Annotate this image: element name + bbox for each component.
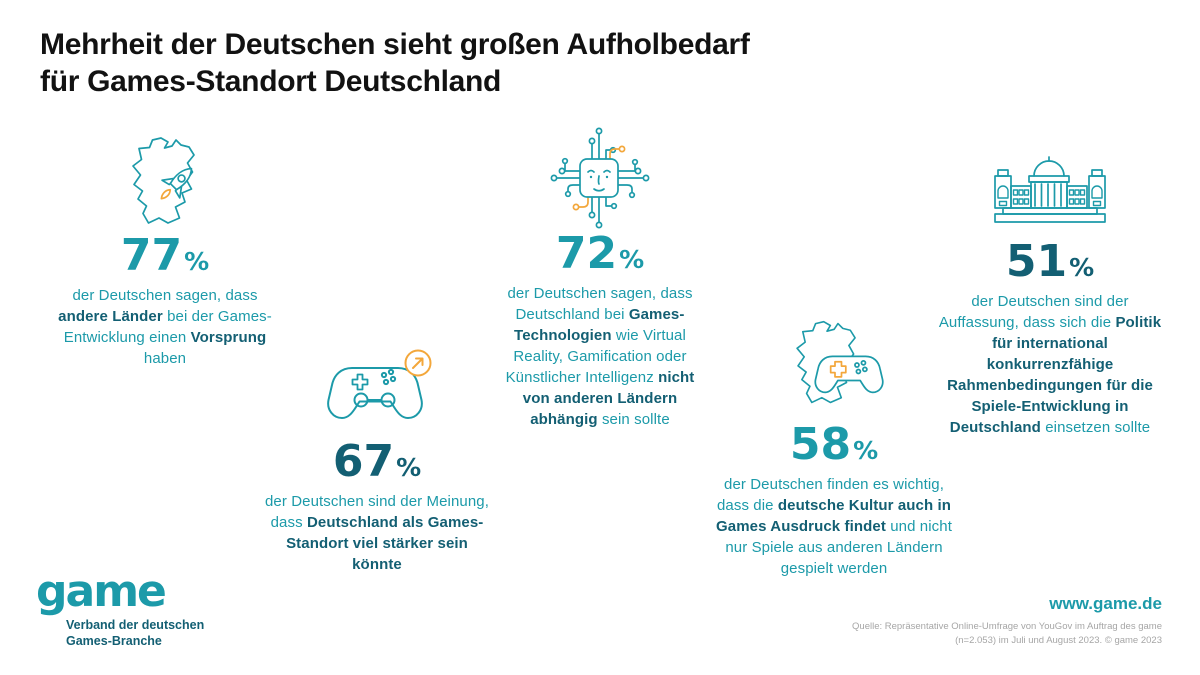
stat-description: der Deutschen finden es wichtig, dass di… bbox=[716, 475, 952, 577]
game-logo: game Verband der deutschen Games-Branche bbox=[36, 570, 204, 650]
stat-value: 58% bbox=[696, 421, 972, 469]
stat-description: der Deutschen sagen, dass andere Länder … bbox=[58, 286, 272, 367]
stat-card-politics-framework: 51% der Deutschen sind der Auffassung, d… bbox=[928, 150, 1172, 438]
stat-card-other-countries-lead: 77% der Deutschen sagen, dass andere Län… bbox=[40, 128, 290, 369]
stat-value: 72% bbox=[476, 230, 724, 278]
stat-description: der Deutschen sind der Auffassung, dass … bbox=[938, 292, 1162, 436]
logo-subtitle-line1: Verband der deutschen bbox=[66, 618, 205, 632]
logo-subtitle-line2: Games-Branche bbox=[66, 634, 162, 649]
page-title-line1: Mehrheit der Deutschen sieht großen Aufh… bbox=[40, 28, 750, 61]
stat-value: 67% bbox=[258, 438, 496, 486]
percent-sign: % bbox=[1069, 253, 1095, 282]
stat-card-location-could-be-stronger: 67% der Deutschen sind der Meinung, dass… bbox=[258, 348, 496, 575]
game-logo-subtitle: Verband der deutschen Games-Branche bbox=[66, 617, 204, 650]
stat-number-digits: 72 bbox=[555, 228, 618, 279]
stat-number-digits: 58 bbox=[789, 419, 852, 470]
website-link[interactable]: www.game.de bbox=[1049, 594, 1162, 613]
page-title-line2: für Games-Standort Deutschland bbox=[40, 65, 502, 98]
stat-number-digits: 67 bbox=[332, 436, 395, 487]
source-line2: (n=2.053) im Juli und August 2023. © gam… bbox=[955, 635, 1162, 647]
source-note: Quelle: Repräsentative Online-Umfrage vo… bbox=[852, 620, 1162, 649]
stat-value: 51% bbox=[928, 238, 1172, 286]
percent-sign: % bbox=[853, 436, 879, 465]
ai-chip-icon bbox=[476, 124, 724, 230]
reichstag-icon bbox=[928, 150, 1172, 226]
stat-card-games-technologies: 72% der Deutschen sagen, dass Deutschlan… bbox=[476, 124, 724, 430]
game-logo-wordmark: game bbox=[36, 566, 167, 617]
percent-sign: % bbox=[619, 245, 645, 274]
stat-number-digits: 51 bbox=[1005, 236, 1068, 287]
stat-value: 77% bbox=[40, 232, 290, 280]
stat-description: der Deutschen sind der Meinung, dass Deu… bbox=[264, 492, 490, 573]
gamepad-growth-icon bbox=[258, 348, 496, 430]
stat-number-digits: 77 bbox=[120, 230, 183, 281]
stat-card-german-culture-in-games: 58% der Deutschen finden es wichtig, das… bbox=[696, 310, 972, 579]
stat-description: der Deutschen sagen, dass Deutschland be… bbox=[505, 284, 695, 428]
germany-map-gamepad-icon bbox=[696, 310, 972, 412]
percent-sign: % bbox=[396, 453, 422, 482]
germany-map-rocket-icon bbox=[40, 128, 290, 232]
source-line1: Quelle: Repräsentative Online-Umfrage vo… bbox=[852, 621, 1162, 632]
percent-sign: % bbox=[184, 247, 210, 276]
page-title: Mehrheit der Deutschen sieht großen Aufh… bbox=[40, 26, 750, 100]
